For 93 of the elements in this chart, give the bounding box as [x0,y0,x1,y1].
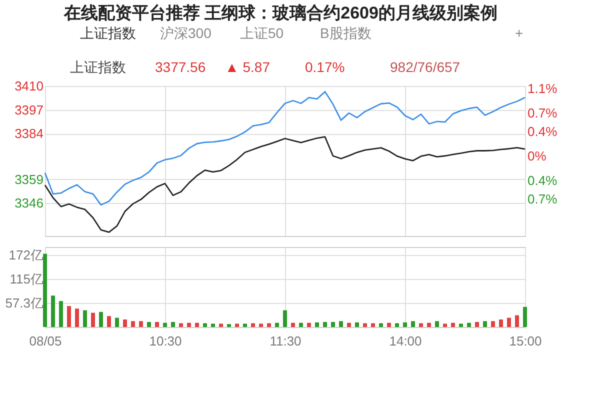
y-tick-label: 57.3亿 [5,296,44,310]
bar [427,322,431,327]
bar [403,322,407,327]
bar [515,315,519,327]
text: B股指数 [320,25,372,41]
y-tick-label: 172亿 [8,247,44,262]
bar [379,323,383,327]
text: + [515,25,524,41]
bar [467,322,471,327]
bar [475,322,479,327]
bar [331,322,335,327]
x-tick-label: 14:00 [389,334,422,348]
x-tick-label: 11:30 [270,334,302,348]
bar [483,321,487,327]
bar [395,323,399,327]
bar [339,321,343,327]
line-series [44,136,526,233]
bar [307,322,311,327]
x-tick-label: 15:00 [509,334,542,348]
bar [227,324,231,327]
bar [435,321,439,327]
bar [299,322,303,327]
y2-tick-label: 1.1% [528,80,558,96]
y-tick-label: 115亿 [10,271,44,286]
bar [507,318,511,327]
bar [451,322,455,327]
bar [235,324,239,327]
bar [187,322,191,327]
bar [523,306,527,327]
bar [387,322,391,327]
y2-tick-label: 0.7% [528,106,558,121]
text: 982/76/657 [390,59,460,75]
bar [59,301,63,327]
bar [291,322,295,327]
line-series [44,90,526,206]
bar [219,324,223,327]
y-tick-label: 3346 [14,196,44,211]
bar [67,306,71,327]
chart-title: 在线配资平台推荐 王纲球：玻璃合约2609的月线级别案例 [62,2,498,22]
y2-tick-label: 0.4% [528,124,558,139]
bar [347,322,351,327]
bar [491,321,495,327]
bar [275,322,279,327]
y-tick-label: 3359 [14,172,44,187]
text: 3377.56 [155,59,206,75]
bar [363,323,367,327]
bar [251,323,255,327]
bar [123,319,127,327]
bar [99,312,103,327]
y-tick-label: 3384 [14,126,44,142]
bar [83,310,87,327]
bar [371,323,375,327]
bar [179,323,183,327]
bar [443,324,447,327]
text: 0.17% [305,59,345,75]
bar [355,322,359,327]
bar [243,324,247,327]
bar [131,321,135,327]
bar [139,321,143,327]
bar [107,316,111,327]
bar [147,322,151,327]
bar [323,322,327,327]
bar [75,308,79,327]
bar [51,296,55,327]
bar [115,318,119,327]
y-tick-label: 3410 [14,78,44,94]
bar [195,322,199,327]
bar [419,323,423,327]
y2-tick-label: 0.7% [528,192,558,207]
text: 沪深300 [160,25,212,41]
bar [91,312,95,327]
y2-tick-label: 0.4% [528,173,558,188]
x-tick-label: 08/05 [29,334,62,348]
bar [411,321,415,327]
bar [315,322,319,327]
bar [259,324,263,327]
bar [163,322,167,327]
text: 上证指数 [70,59,126,75]
bar [171,322,175,327]
bar [155,322,159,327]
bar [459,324,463,327]
bar [203,323,207,327]
text: ▲ 5.87 [225,59,270,75]
bar [43,254,47,327]
bar [283,310,287,327]
bar [211,324,215,327]
y-tick-label: 3397 [14,102,44,118]
text: 上证50 [240,25,284,41]
y2-tick-label: 0% [528,148,547,164]
x-tick-label: 10:30 [149,334,182,348]
text: 上证指数 [80,25,136,41]
bar [267,323,271,327]
bar [499,319,503,327]
